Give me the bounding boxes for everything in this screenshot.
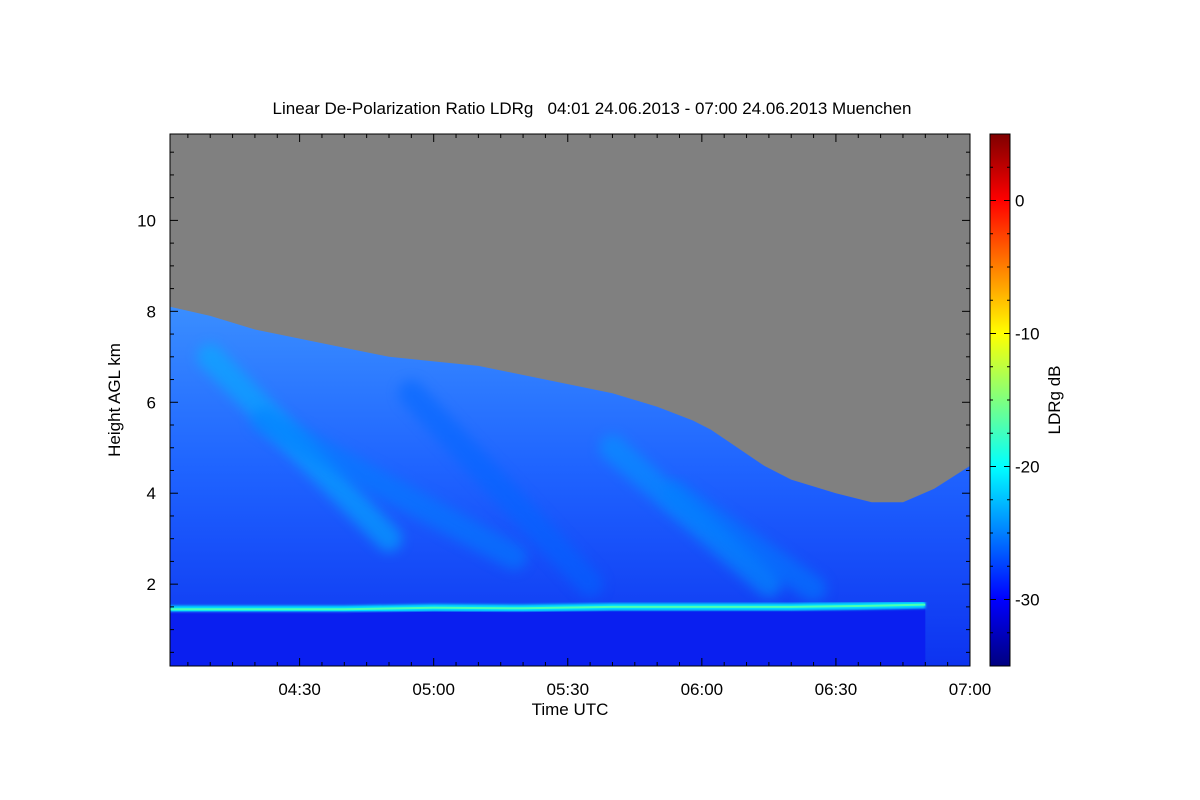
colorbar: 0 -10 -20 -30 LDRg dB [989,133,1064,667]
x-axis: 04:30 05:00 05:30 06:00 06:30 07:00 [187,134,992,699]
y-tick-label: 6 [147,393,156,412]
cloud-layer-core [170,603,926,611]
y-tick-label: 2 [147,575,156,594]
plot-frame [169,133,971,667]
y-tick-label: 4 [147,484,156,503]
y-tick-label: 10 [137,211,156,230]
x-tick-label: 06:30 [815,680,858,699]
chart-title: Linear De-Polarization Ratio LDRg 04:01 … [273,99,912,118]
fall-streak [662,480,827,602]
x-tick-label: 04:30 [278,680,321,699]
x-tick-label: 06:00 [681,680,724,699]
x-tick-label: 07:00 [949,680,992,699]
colorbar-tick-label: -30 [1015,591,1040,610]
boundary-layer [170,608,926,666]
y-axis: 2 4 6 8 10 [137,151,970,653]
colorbar-label: LDRg dB [1045,366,1064,435]
colorbar-tick-label: 0 [1015,192,1024,211]
fall-streak [250,407,528,570]
x-tick-label: 05:00 [412,680,455,699]
y-tick-label: 8 [147,302,156,321]
fall-streak [398,380,604,598]
x-tick-label: 05:30 [546,680,589,699]
colorbar-tick-label: -10 [1015,325,1040,344]
plot-area [170,134,970,666]
y-axis-label: Height AGL km [105,343,124,457]
colorbar-tick-label: -20 [1015,458,1040,477]
x-axis-label: Time UTC [532,700,609,719]
